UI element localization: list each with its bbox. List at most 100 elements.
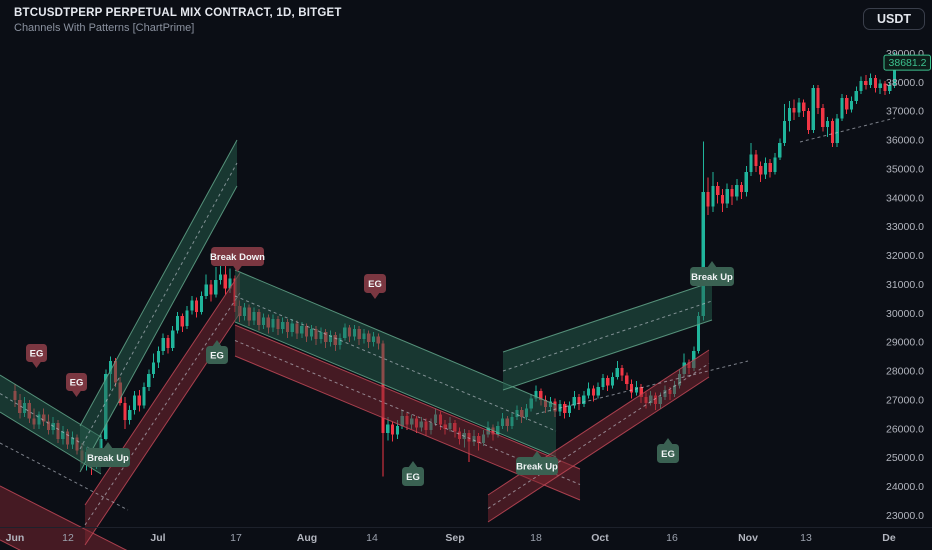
- label-text: EG: [70, 378, 84, 389]
- candle-body: [132, 395, 137, 410]
- indicator-title[interactable]: Channels With Patterns [ChartPrime]: [14, 22, 195, 34]
- candle-body: [725, 189, 729, 204]
- label-text: EG: [661, 449, 675, 460]
- time-tick-label: 16: [666, 532, 678, 544]
- candle-body: [175, 316, 180, 331]
- candle-body: [591, 388, 595, 396]
- candle-body: [730, 189, 734, 197]
- dashed-trendline: [799, 117, 896, 143]
- channel-top-edge: [0, 485, 128, 550]
- candle-body: [797, 102, 801, 113]
- label-box: [402, 467, 424, 486]
- candle-body: [391, 424, 395, 435]
- price-tick-label: 24000.0: [886, 481, 924, 493]
- candle-body: [587, 388, 591, 396]
- label-eg: EG: [26, 344, 47, 368]
- label-eg: EG: [402, 461, 424, 486]
- candle-body: [152, 362, 156, 374]
- label-eg: EG: [657, 438, 679, 463]
- candle-body: [869, 77, 873, 86]
- candle-body: [634, 386, 638, 393]
- candle-body: [99, 438, 103, 454]
- channel-top-edge: [502, 281, 713, 353]
- candle-body: [830, 121, 834, 143]
- time-tick-label: Jul: [150, 532, 165, 544]
- price-tick-label: 37000.0: [886, 106, 924, 118]
- candle-body: [199, 295, 204, 312]
- time-scale[interactable]: Jun 12 Jul 17 Aug 14 Sep 18 Oct 16 Nov 13 De: [6, 532, 896, 544]
- label-text: EG: [406, 472, 420, 483]
- dashed-trendline: [0, 442, 129, 511]
- candle-body: [782, 121, 787, 143]
- price-tick-label: 30000.0: [886, 308, 924, 320]
- pattern-labels: EG EG Break Up EG Break Down EG EG Break Up EG Br…: [26, 247, 734, 486]
- time-tick-label: Aug: [297, 532, 317, 544]
- candle-body: [123, 402, 127, 421]
- candle-body: [768, 163, 772, 172]
- channel-midline: [487, 363, 710, 509]
- candle-body: [128, 409, 132, 421]
- currency-button[interactable]: USDT: [862, 8, 925, 30]
- symbol-title[interactable]: BTCUSDTPERP PERPETUAL MIX CONTRACT, 1D, …: [14, 7, 342, 19]
- price-tick-label: 32000.0: [886, 250, 924, 262]
- price-tick-label: 35000.0: [886, 163, 924, 175]
- candle-body: [639, 386, 643, 397]
- candle-body: [171, 330, 175, 348]
- candle-body: [754, 154, 758, 166]
- channel-midline: [234, 340, 581, 485]
- channel-bottom-edge: [487, 376, 710, 523]
- candle-body: [228, 278, 232, 289]
- time-tick-label: Oct: [591, 532, 609, 544]
- candle-body: [601, 378, 605, 387]
- candle-body: [395, 425, 399, 435]
- candle-body: [696, 316, 701, 351]
- label-eg: EG: [66, 373, 87, 397]
- candle-body: [859, 80, 863, 91]
- price-tick-label: 23000.0: [886, 510, 924, 522]
- candle-body: [142, 386, 146, 406]
- time-tick-label: 18: [530, 532, 542, 544]
- candle-body: [711, 186, 715, 207]
- label-pointer-up: [212, 340, 222, 347]
- candle-body: [166, 337, 170, 348]
- candle-body: [821, 108, 825, 128]
- candle-body: [606, 378, 610, 386]
- price-tick-label: 33000.0: [886, 221, 924, 233]
- candle-body: [539, 391, 543, 400]
- candle-body: [749, 154, 753, 172]
- label-eg: EG: [364, 274, 386, 299]
- candle-body: [137, 395, 141, 406]
- label-pointer-up: [532, 451, 542, 458]
- label-break-up: Break Up: [690, 261, 734, 286]
- candle-body: [739, 184, 744, 192]
- price-scale[interactable]: 39000.038000.037000.036000.035000.034000…: [883, 48, 931, 522]
- price-tick-label: 38000.0: [886, 77, 924, 89]
- label-pointer-down: [31, 361, 42, 368]
- candle-body: [840, 98, 844, 119]
- label-text: Break Up: [691, 272, 733, 283]
- candle-body: [572, 396, 576, 406]
- time-tick-label: 14: [366, 532, 378, 544]
- candle-body: [744, 171, 748, 192]
- label-text: EG: [368, 279, 382, 290]
- channel-midline: [234, 295, 557, 432]
- candle-body: [720, 194, 725, 204]
- label-break-up: Break Up: [516, 451, 558, 475]
- price-tick-label: 28000.0: [886, 366, 924, 378]
- time-tick-label: Jun: [6, 532, 25, 544]
- candle-body: [849, 101, 854, 110]
- label-break-down: Break Down: [210, 247, 265, 272]
- candle-body: [582, 395, 586, 405]
- candle-body: [864, 80, 868, 86]
- candle-body: [185, 310, 189, 327]
- channel-top-edge: [79, 139, 238, 427]
- candle-body: [156, 350, 160, 363]
- label-text: Break Down: [210, 252, 265, 263]
- label-pointer-up: [408, 461, 418, 468]
- pattern-channels: [0, 117, 896, 550]
- candle-body: [759, 165, 763, 175]
- time-tick-label: 12: [62, 532, 74, 544]
- candle-body: [147, 373, 151, 387]
